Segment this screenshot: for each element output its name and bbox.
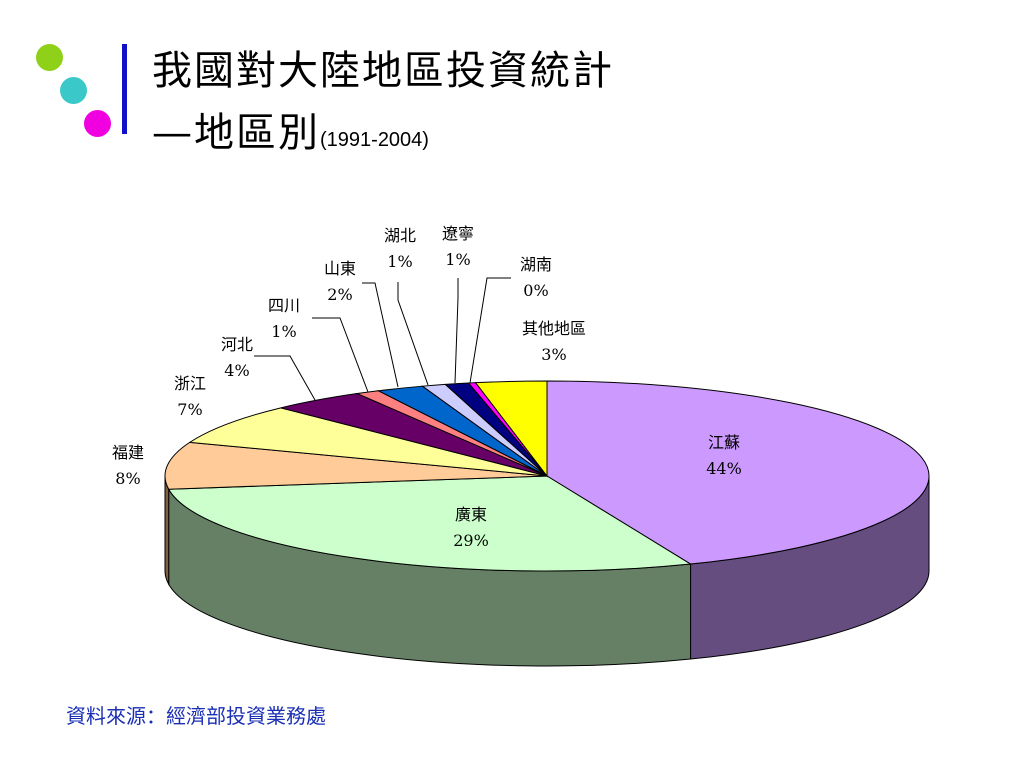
- pie-slice-0: [546, 380, 930, 565]
- pie-side-2: [164, 475, 170, 587]
- slide-title: 我國對大陸地區投資統計: [152, 48, 614, 94]
- source-note: 資料來源：經濟部投資業務處: [66, 704, 326, 728]
- decor-dot-magenta: [84, 110, 111, 137]
- slice-value-label: 7%: [177, 400, 202, 419]
- pie-slice-2: [164, 441, 548, 490]
- slice-value-label: 2%: [327, 285, 352, 304]
- subtitle-main: —地區別: [152, 110, 320, 156]
- slice-name-label: 山東: [324, 259, 356, 278]
- leader-line-4: [254, 355, 316, 401]
- slice-value-label: 3%: [541, 345, 566, 364]
- leader-line-6: [362, 282, 399, 388]
- slice-name-label: 湖北: [384, 226, 416, 245]
- slice-name-label: 江蘇: [708, 433, 740, 452]
- slice-value-label: 29%: [453, 531, 489, 550]
- slice-name-label: 福建: [112, 443, 144, 462]
- slice-name-label: 廣東: [455, 505, 487, 524]
- slice-name-label: 浙江: [174, 374, 206, 393]
- subtitle-years: (1991-2004): [320, 129, 429, 151]
- slice-value-label: 8%: [115, 469, 140, 488]
- slice-name-label: 遼寧: [442, 224, 474, 243]
- pie-slice-1: [167, 475, 693, 572]
- pie-slice-3: [188, 407, 548, 477]
- slice-name-label: 湖南: [520, 255, 552, 274]
- slice-value-label: 1%: [271, 322, 296, 341]
- leader-line-8: [454, 278, 459, 384]
- slice-value-label: 44%: [706, 459, 742, 478]
- decor-dot-cyan: [60, 77, 87, 104]
- slice-name-label: 其他地區: [522, 319, 586, 338]
- leader-line-9: [469, 277, 511, 384]
- pie-slice-10: [474, 380, 548, 478]
- slice-name-label: 河北: [221, 335, 253, 354]
- title-accent-bar: [122, 44, 127, 134]
- slice-value-label: 4%: [224, 361, 249, 380]
- decor-dot-green: [36, 44, 63, 71]
- leader-line-7: [397, 282, 429, 386]
- slide-subtitle: —地區別(1991-2004): [152, 100, 429, 158]
- slice-value-label: 0%: [523, 281, 548, 300]
- slice-value-label: 1%: [445, 250, 470, 269]
- slice-name-label: 四川: [268, 296, 300, 315]
- slice-value-label: 1%: [387, 252, 412, 271]
- leader-line-5: [312, 317, 369, 393]
